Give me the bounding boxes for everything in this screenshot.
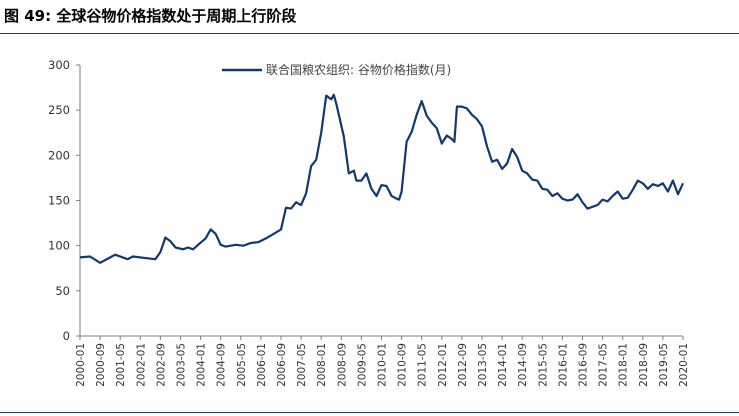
x-tick-label: 2017-05 xyxy=(598,343,610,387)
x-tick-label: 2016-01 xyxy=(557,343,569,387)
x-tick-label: 2006-01 xyxy=(256,343,268,387)
chart-legend: 联合国粮农组织: 谷物价格指数(月) xyxy=(222,62,451,77)
y-tick-label: 200 xyxy=(48,148,70,162)
y-tick-label: 250 xyxy=(48,103,70,117)
x-tick-label: 2012-01 xyxy=(437,343,449,387)
x-tick-label: 2019-05 xyxy=(658,343,670,387)
x-axis-ticks: 2000-01 2000-09 2001-05 2002-01 2002-09 2003-… xyxy=(75,336,690,387)
x-tick-label: 2011-05 xyxy=(417,343,429,387)
y-tick-label: 300 xyxy=(48,58,70,72)
x-tick-label: 2010-01 xyxy=(377,343,389,387)
x-tick-label: 2014-01 xyxy=(497,343,509,387)
x-tick-label: 2010-09 xyxy=(397,343,409,387)
x-tick-label: 2001-05 xyxy=(115,343,127,387)
chart-axes xyxy=(79,65,683,337)
x-tick-label: 2002-01 xyxy=(135,343,147,387)
bottom-rule xyxy=(0,412,739,413)
x-tick-label: 2014-09 xyxy=(517,343,529,387)
x-tick-label: 2004-01 xyxy=(196,343,208,387)
x-tick-label: 2004-09 xyxy=(216,343,228,387)
x-tick-label: 2002-09 xyxy=(155,343,167,387)
y-tick-label: 0 xyxy=(63,329,70,343)
x-tick-label: 2013-05 xyxy=(477,343,489,387)
x-tick-label: 2016-09 xyxy=(578,343,590,387)
x-tick-label: 2000-09 xyxy=(95,343,107,387)
x-tick-label: 2000-01 xyxy=(75,343,87,387)
y-tick-label: 150 xyxy=(48,194,70,208)
figure-title: 图 49: 全球谷物价格指数处于周期上行阶段 xyxy=(4,7,297,25)
x-tick-label: 2007-05 xyxy=(296,343,308,387)
x-tick-label: 2015-05 xyxy=(537,343,549,387)
legend-label: 联合国粮农组织: 谷物价格指数(月) xyxy=(266,62,451,77)
x-tick-label: 2008-09 xyxy=(336,343,348,387)
y-tick-label: 50 xyxy=(55,284,70,298)
x-tick-label: 2003-05 xyxy=(176,343,188,387)
top-rule xyxy=(0,33,739,34)
x-tick-label: 2008-01 xyxy=(316,343,328,387)
series-line xyxy=(79,93,684,264)
x-tick-label: 2005-05 xyxy=(236,343,248,387)
x-tick-label: 2018-01 xyxy=(618,343,630,387)
x-tick-label: 2018-09 xyxy=(638,343,650,387)
series-group xyxy=(79,93,684,264)
x-tick-label: 2006-09 xyxy=(276,343,288,387)
y-axis-ticks: 0 50 100 150 200 250 300 xyxy=(48,58,80,343)
x-tick-label: 2012-09 xyxy=(457,343,469,387)
x-tick-label: 2020-01 xyxy=(678,343,690,387)
y-tick-label: 100 xyxy=(48,239,70,253)
x-tick-label: 2009-05 xyxy=(356,343,368,387)
